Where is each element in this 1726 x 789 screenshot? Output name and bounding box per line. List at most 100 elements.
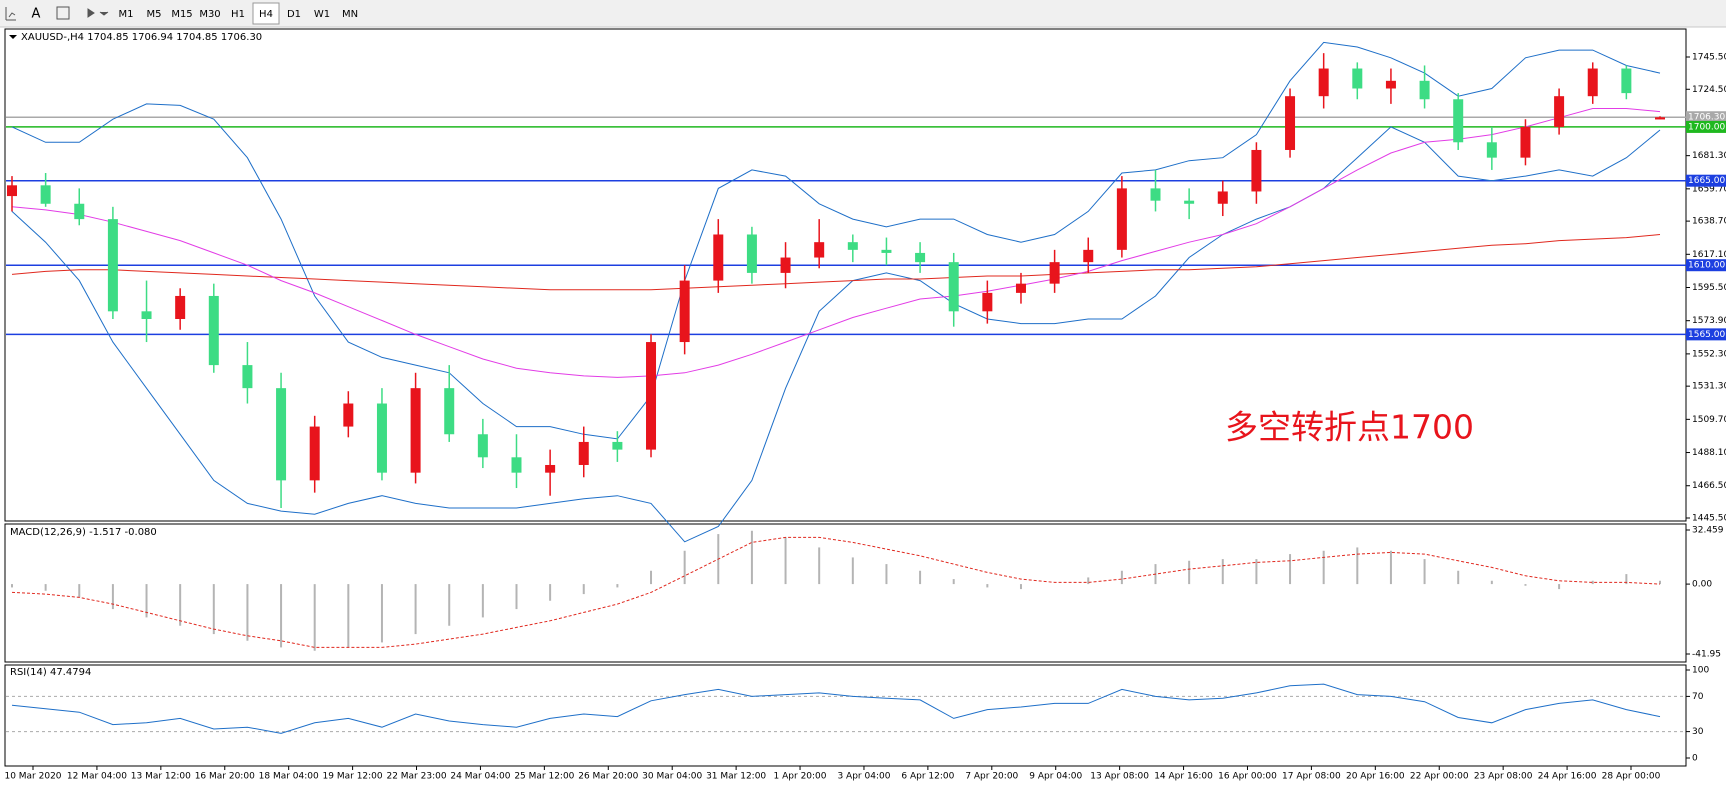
timeframe-button[interactable]: H4 [259,9,273,20]
candle-body [915,252,926,263]
candle-body [1520,126,1531,158]
candle-body [1453,99,1464,143]
candle-body [276,388,287,481]
arrow-tool[interactable] [87,8,109,18]
y-tick-label: 1724.50 [1692,85,1726,95]
level-tag [1686,259,1726,272]
time-label: 3 Apr 04:00 [837,772,890,782]
time-label: 25 Mar 12:00 [514,772,574,782]
level-tag [1686,174,1726,187]
time-label: 1 Apr 20:00 [774,772,827,782]
timeframe-button[interactable]: M15 [171,9,192,20]
y-tick-label: 1466.50 [1692,481,1726,491]
y-tick-label: 100 [1692,666,1709,676]
candle-body [40,185,51,204]
candle-body [242,365,253,389]
candle-body [881,249,892,253]
indicator-line [11,126,1661,543]
y-tick-label: 0.00 [1692,580,1712,590]
time-label: 14 Apr 16:00 [1154,772,1213,782]
time-label: 31 Mar 12:00 [706,772,766,782]
macd-panel [4,523,1687,663]
level-label: 1565.00 [1688,330,1725,340]
level-label: 1610.00 [1688,261,1725,271]
y-tick-label: 1617.10 [1692,250,1726,260]
timeframe-button[interactable]: M5 [147,9,162,20]
candle-body [175,295,186,320]
time-label: 16 Mar 20:00 [195,772,255,782]
candle-body [1621,68,1632,94]
y-tick-label: 1681.30 [1692,151,1726,161]
level-tag [1686,111,1726,124]
y-tick-label: 32.459 [1692,526,1724,536]
time-label: 22 Mar 23:00 [386,772,446,782]
candle-body [1385,80,1396,89]
time-label: 28 Apr 00:00 [1602,772,1661,782]
timeframe-button[interactable]: D1 [287,9,301,20]
candle-body [1554,96,1565,127]
active-timeframe [252,2,280,25]
indicator-line [11,41,1661,440]
timeframe-button[interactable]: MN [342,9,358,20]
level-tag [1686,328,1726,341]
indicator-line [11,234,1661,291]
crosshair-icon[interactable] [5,7,16,21]
rsi-line [11,683,1661,734]
time-label: 13 Apr 08:00 [1090,772,1149,782]
candle-body [982,292,993,312]
candle-body [410,388,421,473]
y-tick-label: 1745.50 [1692,53,1726,63]
main-panel [4,28,1687,522]
candle-body [1352,68,1363,89]
candle-body [679,280,690,343]
candle-body [1486,142,1497,158]
toolbar [0,0,1726,27]
y-tick-label: 1445.50 [1692,514,1726,524]
time-label: 6 Apr 12:00 [901,772,954,782]
time-label: 24 Apr 16:00 [1538,772,1597,782]
candle-body [948,262,959,312]
timeframe-button[interactable]: M30 [199,9,220,20]
time-label: 17 Apr 08:00 [1282,772,1341,782]
macd-signal [11,536,1661,648]
annotation: 多空转折点1700 [1225,408,1474,447]
candle-body [1251,149,1262,192]
candle-body [1083,249,1094,263]
timeframe-button[interactable]: M1 [119,9,134,20]
timeframe-button[interactable]: W1 [314,9,330,20]
timeframe-button[interactable]: H1 [231,9,245,20]
candle-body [1419,80,1430,100]
time-label: 16 Apr 00:00 [1218,772,1277,782]
candle-body [141,311,152,320]
y-tick-label: 30 [1692,727,1704,737]
candle-body [1587,68,1598,97]
indicator-line [11,108,1661,378]
time-label: 13 Mar 12:00 [131,772,191,782]
y-tick-label: 0 [1692,754,1698,764]
candle-body [1015,283,1026,293]
candle-body [376,403,387,473]
rsi-label: RSI(14) 47.4794 [10,667,91,678]
candle-body [444,388,455,435]
candle-body [713,234,724,281]
time-label: 30 Mar 04:00 [642,772,702,782]
time-label: 26 Mar 20:00 [578,772,638,782]
candle-body [208,295,219,366]
candle-body [847,242,858,250]
collapse-arrow[interactable] [9,35,17,39]
y-tick-label: -41.95 [1692,650,1721,660]
time-label: 22 Apr 00:00 [1410,772,1469,782]
candle-body [1184,200,1195,204]
candle-body [814,242,825,258]
candle-body [780,257,791,273]
time-label: 23 Apr 08:00 [1474,772,1533,782]
label-tool[interactable] [56,6,70,20]
candle-body [107,219,118,312]
candle-body [746,234,757,273]
text-tool[interactable]: A [32,7,41,22]
time-label: 20 Apr 16:00 [1346,772,1405,782]
macd-label: MACD(12,26,9) -1.517 -0.080 [10,527,157,538]
candle-body [578,441,589,465]
y-tick-label: 1573.90 [1692,316,1726,326]
y-tick-label: 1488.10 [1692,448,1726,458]
